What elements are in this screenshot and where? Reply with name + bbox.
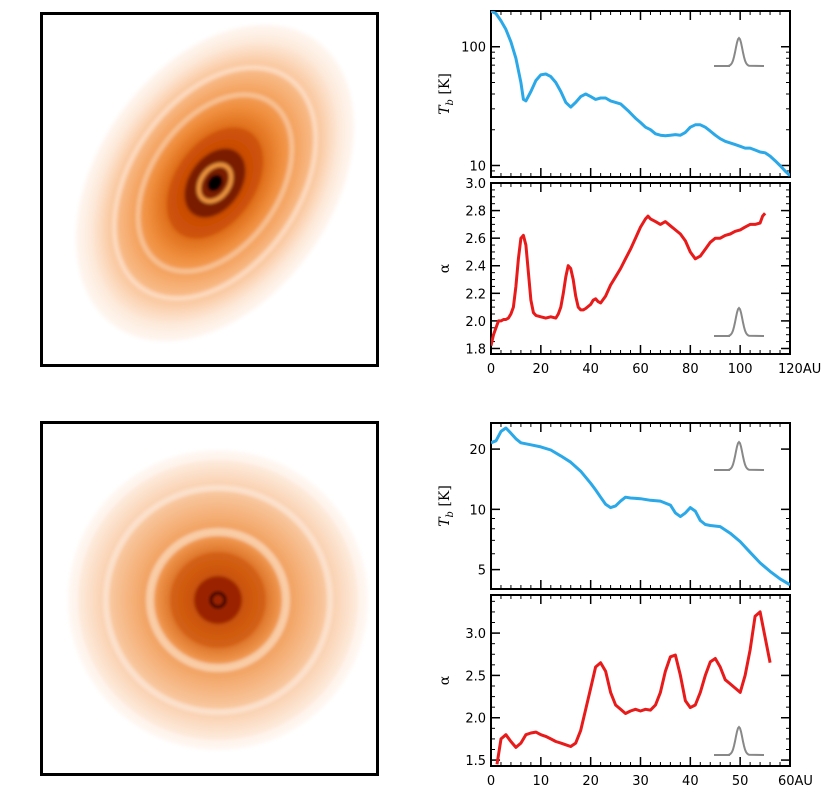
top-tb-ylabel: Tb [K] — [437, 73, 456, 115]
top-tb-ylabel-unit: [K] — [437, 73, 453, 99]
bottom-alpha-beam-marker — [714, 725, 765, 756]
top-tb-axes-frame — [490, 10, 791, 178]
bottom-alpha-xtick-label: 0 — [487, 774, 495, 789]
bottom-tb-axes-frame — [490, 422, 791, 590]
top-alpha-xtick-label: 20 — [533, 362, 550, 377]
top-tb-plot: 10 100 Tb [K] — [437, 10, 791, 178]
bottom-disk-center-ring — [209, 591, 227, 609]
bottom-tb-ytick-label: 20 — [469, 443, 486, 458]
top-alpha-xtick-label: 60 — [632, 362, 649, 377]
top-disk-mid-gap — [135, 92, 295, 274]
bottom-tb-ytick-label: 10 — [469, 503, 486, 518]
bottom-alpha-ytick-label: 2.0 — [465, 712, 486, 727]
top-disk-outer-gap — [111, 65, 319, 301]
bottom-alpha-xtick-label: 30 — [632, 774, 649, 789]
bottom-tb-ylabel-unit: [K] — [437, 485, 453, 511]
top-tb-ylabel-main: T — [437, 104, 453, 115]
bottom-alpha-plot: 1.5 2.0 2.5 3.0 0 10 20 30 40 50 60AU α — [437, 594, 813, 789]
top-alpha-ytick-label: 2.6 — [465, 232, 486, 247]
top-tb-ylabel-sub: b — [445, 99, 456, 105]
top-alpha-xaxis-end-label: 120AU — [778, 362, 821, 377]
top-disk-center — [207, 174, 223, 192]
top-alpha-xtick-label: 0 — [487, 362, 495, 377]
bottom-disk-image — [40, 421, 379, 776]
bottom-alpha-xtick-label: 10 — [533, 774, 550, 789]
bottom-alpha-xtick-label: 40 — [682, 774, 699, 789]
bottom-tb-plot: 5 10 20 Tb [K] — [437, 422, 791, 590]
top-disk-bright-ring — [196, 162, 234, 204]
top-alpha-beam-marker — [714, 306, 765, 337]
top-tb-series-line — [491, 11, 790, 177]
bottom-disk-mid-gap — [146, 528, 290, 672]
bottom-alpha-ytick-label: 2.5 — [465, 669, 486, 684]
bottom-tb-series-line — [491, 426, 790, 587]
bottom-tb-ylabel-sub: b — [445, 511, 456, 517]
top-alpha-series-line — [491, 212, 767, 347]
bottom-alpha-ytick-label: 1.5 — [465, 754, 486, 769]
bottom-alpha-xtick-label: 50 — [732, 774, 749, 789]
bottom-tb-beam-marker — [714, 440, 765, 471]
bottom-alpha-xaxis-end-label: 60AU — [778, 774, 813, 789]
top-alpha-ytick-label: 2.4 — [465, 260, 486, 275]
bottom-alpha-ytick-label: 3.0 — [465, 627, 486, 642]
bottom-disk-core — [194, 576, 242, 624]
top-alpha-xtick-label: 40 — [582, 362, 599, 377]
bottom-alpha-xtick-label: 20 — [582, 774, 599, 789]
top-tb-ytick-label: 10 — [469, 159, 486, 174]
top-alpha-ytick-label: 1.8 — [465, 342, 486, 357]
top-disk-image — [40, 12, 379, 367]
bottom-tb-ylabel: Tb [K] — [437, 485, 456, 527]
top-alpha-ylabel: α — [437, 263, 453, 273]
top-tb-beam-marker — [714, 36, 765, 67]
top-tb-ytick-label: 100 — [461, 41, 486, 56]
top-alpha-ytick-label: 3.0 — [465, 177, 486, 192]
top-alpha-ytick-label: 2.2 — [465, 287, 486, 302]
top-alpha-xtick-label: 80 — [682, 362, 699, 377]
top-alpha-ytick-label: 2.0 — [465, 315, 486, 330]
bottom-disk-outer-gap — [103, 485, 333, 715]
bottom-tb-ytick-label: 5 — [478, 564, 486, 579]
bottom-alpha-series-line — [495, 610, 772, 765]
top-alpha-plot: 1.8 2.0 2.2 2.4 2.6 2.8 3.0 0 20 40 60 80 100 120AU α — [437, 177, 821, 377]
bottom-tb-ylabel-main: T — [437, 516, 453, 527]
top-alpha-ytick-label: 2.8 — [465, 205, 486, 220]
top-alpha-xtick-label: 100 — [728, 362, 753, 377]
bottom-alpha-ylabel: α — [437, 675, 453, 685]
